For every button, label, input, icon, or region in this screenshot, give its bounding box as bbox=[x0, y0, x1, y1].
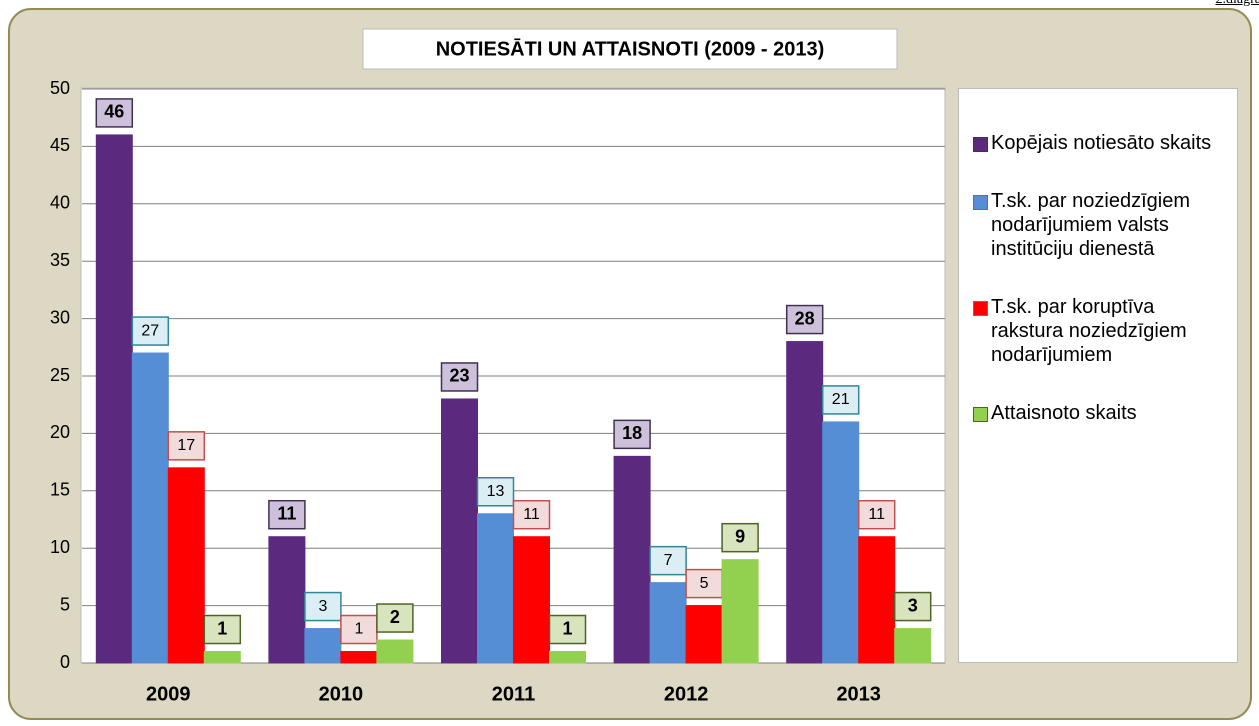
x-tick-label: 2012 bbox=[664, 683, 709, 705]
value-label-box bbox=[893, 591, 932, 622]
value-label-box bbox=[268, 499, 306, 530]
value-label-box bbox=[95, 98, 134, 128]
value-label: 17 bbox=[177, 437, 195, 454]
value-label-box bbox=[131, 316, 170, 346]
bar bbox=[376, 639, 414, 664]
legend-swatch bbox=[973, 301, 988, 316]
y-tick-label: 15 bbox=[50, 480, 70, 500]
value-label: 1 bbox=[217, 618, 227, 638]
bar bbox=[441, 398, 478, 664]
chart-title: NOTIESĀTI UN ATTAISNOTI (2009 - 2013) bbox=[436, 38, 825, 60]
value-label: 2 bbox=[390, 607, 400, 627]
value-label-box bbox=[304, 591, 342, 622]
note: 2.diagramma bbox=[1216, 0, 1259, 8]
y-tick-label: 50 bbox=[50, 78, 70, 98]
value-label: 3 bbox=[318, 598, 327, 615]
value-label: 13 bbox=[487, 483, 505, 500]
value-label-box bbox=[721, 522, 759, 553]
legend-item: T.sk. par noziedzīgiem nodarījumiem vals… bbox=[959, 189, 1237, 261]
value-label-box bbox=[785, 304, 824, 335]
y-tick-label: 25 bbox=[50, 365, 70, 385]
value-label-box bbox=[376, 603, 414, 633]
value-label-box bbox=[167, 431, 206, 461]
legend-swatch bbox=[973, 407, 988, 422]
y-tick-label: 40 bbox=[50, 193, 70, 213]
bar bbox=[513, 536, 550, 664]
value-label: 11 bbox=[523, 506, 540, 523]
bar bbox=[613, 455, 651, 664]
value-label-box bbox=[548, 614, 587, 645]
bar bbox=[95, 134, 133, 664]
value-label: 5 bbox=[700, 575, 709, 592]
bar bbox=[721, 559, 759, 664]
value-label: 9 bbox=[735, 526, 745, 546]
bar bbox=[268, 536, 306, 664]
value-label-box bbox=[203, 614, 242, 645]
bar bbox=[131, 352, 169, 664]
legend-label: Attaisnoto skaits bbox=[991, 402, 1137, 424]
value-label: 27 bbox=[141, 322, 159, 339]
value-label-box bbox=[821, 385, 860, 415]
bar bbox=[822, 421, 860, 664]
value-label: 1 bbox=[354, 621, 363, 638]
x-tick-label: 2009 bbox=[146, 683, 191, 705]
bar bbox=[786, 341, 824, 664]
value-label: 18 bbox=[622, 423, 642, 443]
value-label: 1 bbox=[562, 618, 572, 638]
bar bbox=[894, 628, 932, 664]
bar bbox=[340, 651, 378, 664]
legend: Kopējais notiesāto skaits T.sk. par nozie… bbox=[958, 88, 1238, 663]
value-label: 11 bbox=[868, 506, 885, 523]
value-label-box bbox=[613, 419, 651, 450]
value-label-box bbox=[512, 499, 551, 530]
legend-swatch bbox=[973, 195, 988, 210]
x-tick-label: 2010 bbox=[319, 683, 364, 705]
y-tick-label: 20 bbox=[50, 422, 70, 442]
legend-label: Kopējais notiesāto skaits bbox=[991, 132, 1212, 154]
bar bbox=[858, 536, 896, 664]
bar bbox=[477, 513, 514, 664]
legend-item: Attaisnoto skaits bbox=[959, 401, 1237, 425]
value-label: 7 bbox=[664, 552, 673, 569]
legend-label: T.sk. par noziedzīgiem nodarījumiem vals… bbox=[991, 190, 1190, 260]
y-tick-label: 45 bbox=[50, 135, 70, 155]
legend-item: T.sk. par koruptīva rakstura noziedzīgie… bbox=[959, 295, 1237, 367]
value-label-box bbox=[440, 362, 479, 392]
x-tick-label: 2011 bbox=[492, 683, 535, 705]
y-tick-label: 10 bbox=[50, 537, 70, 557]
y-tick-label: 35 bbox=[50, 250, 70, 270]
value-label-box bbox=[649, 545, 687, 576]
value-label-box bbox=[857, 499, 896, 530]
legend-item: Kopējais notiesāto skaits bbox=[959, 131, 1237, 155]
value-label: 3 bbox=[908, 595, 918, 615]
value-label: 46 bbox=[104, 102, 124, 122]
bar bbox=[304, 628, 342, 664]
bar bbox=[685, 605, 723, 664]
value-label: 28 bbox=[795, 308, 815, 328]
y-tick-label: 0 bbox=[60, 652, 70, 672]
bar bbox=[167, 467, 205, 664]
value-label: 23 bbox=[449, 366, 469, 386]
y-tick-label: 5 bbox=[60, 594, 70, 614]
bar bbox=[549, 651, 586, 664]
value-label-box bbox=[476, 477, 515, 507]
bar bbox=[649, 582, 687, 664]
value-label: 11 bbox=[277, 503, 296, 523]
value-label-box bbox=[340, 614, 378, 645]
title-box bbox=[362, 28, 898, 70]
x-tick-label: 2013 bbox=[836, 683, 881, 705]
legend-swatch bbox=[973, 137, 988, 152]
legend-label: T.sk. par koruptīva rakstura noziedzīgie… bbox=[991, 296, 1187, 366]
value-label: 21 bbox=[832, 391, 850, 408]
bar bbox=[203, 651, 241, 664]
y-tick-label: 30 bbox=[50, 307, 70, 327]
